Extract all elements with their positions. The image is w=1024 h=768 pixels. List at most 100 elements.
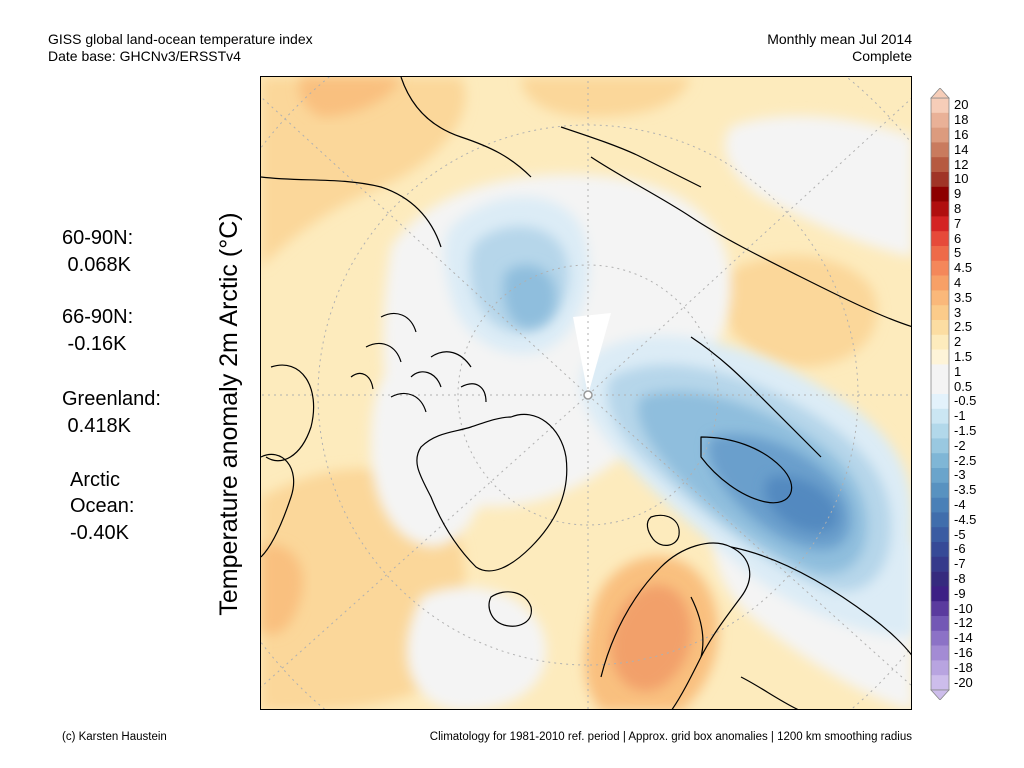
colorbar-tick-label: 14	[954, 141, 969, 157]
method-note: Climatology for 1981-2010 ref. period | …	[429, 731, 912, 743]
colorbar-swatch	[931, 645, 949, 661]
colorbar-swatch	[931, 186, 949, 202]
colorbar-tick-label: -2.5	[954, 452, 977, 468]
colorbar-tick-label: -20	[954, 674, 973, 690]
colorbar-tick-label: 10	[954, 171, 969, 187]
colorbar-swatch	[931, 556, 949, 572]
anomaly-warm-scandinavia-core	[610, 585, 692, 691]
coastline-siberia	[590, 156, 911, 458]
colorbar-swatch	[931, 616, 949, 632]
colorbar-swatch	[931, 216, 949, 232]
colorbar-swatch	[931, 453, 949, 469]
colorbar-swatch	[931, 172, 949, 188]
colorbar-swatch	[931, 260, 949, 276]
anomaly-warm-north-pacific	[521, 77, 691, 117]
coastline-svalbard	[646, 514, 680, 546]
anomaly-warm-hudson	[261, 544, 303, 635]
coastlines	[261, 77, 911, 709]
meridian	[587, 394, 911, 686]
coastline-north-america	[261, 176, 442, 558]
anomaly-warm-northwest	[261, 77, 466, 267]
colorbar-axis-label: Temperature anomaly 2m Arctic (°C)	[215, 212, 243, 616]
coastline-hudson-bay	[265, 364, 315, 462]
colorbar-swatch	[931, 349, 949, 365]
colorbar-swatch	[931, 468, 949, 484]
region-greenland-label: Greenland:	[62, 388, 161, 410]
colorbar-tick-label: -4.5	[954, 511, 977, 527]
colorbar-swatch	[931, 497, 949, 513]
title-line-2: Date base: GHCNv3/ERSSTv4	[48, 48, 241, 64]
coastline-scandinavia	[600, 542, 751, 709]
colorbar-tick-label: 2	[954, 334, 962, 350]
colorbar-swatch	[931, 394, 949, 410]
colorbar-swatch	[931, 423, 949, 439]
colorbar-swatch	[931, 586, 949, 602]
anomaly-neutral-atlantic	[407, 587, 547, 709]
colorbar-swatch	[931, 660, 949, 676]
colorbar-swatch	[931, 98, 949, 114]
colorbar-tick-label: -2	[954, 437, 966, 453]
colorbar-tick-label: -5	[954, 526, 966, 542]
region-greenland-value: 0.418K	[62, 415, 131, 437]
region-66-90n-label: 66-90N:	[62, 306, 134, 328]
colorbar-tick-label: 4.5	[954, 260, 973, 276]
colorbar-swatches	[930, 97, 950, 691]
colorbar-tick-label: -14	[954, 630, 973, 646]
colorbar-swatch	[931, 364, 949, 380]
colorbar-swatch	[931, 438, 949, 454]
colorbar-swatch	[931, 290, 949, 306]
arctic-anomaly-map	[260, 76, 912, 710]
colorbar-swatch	[931, 201, 949, 217]
colorbar-tick-label: -1.5	[954, 423, 977, 438]
colorbar-swatch	[931, 482, 949, 498]
colorbar-swatch	[931, 334, 949, 350]
colorbar-swatch	[931, 527, 949, 543]
colorbar-tick-label: -10	[954, 600, 973, 616]
colorbar-tick-label: 2.5	[954, 319, 973, 335]
colorbar-tick-label: -3.5	[954, 482, 977, 498]
colorbar-tick-label: -9	[954, 585, 966, 601]
colorbar-tick-label: -18	[954, 659, 973, 675]
anomaly-neutral-greenland	[371, 375, 483, 547]
graticule	[261, 77, 911, 709]
colorbar-tick-label: 16	[954, 127, 969, 142]
coastline-alaska-chukotka	[400, 77, 702, 188]
region-60-90n-label: 60-90N:	[62, 227, 134, 249]
pole-wedge	[573, 313, 611, 395]
colorbar-tick-label: -4	[954, 497, 966, 512]
region-arctic-ocean-label-a: Arctic	[70, 469, 120, 491]
title-line-1: GISS global land-ocean temperature index	[48, 31, 313, 47]
colorbar-swatch	[931, 142, 949, 158]
colorbar-swatch	[931, 571, 949, 587]
coastline-europe	[730, 546, 911, 709]
colorbar-swatch	[931, 512, 949, 528]
colorbar-swatch	[931, 275, 949, 291]
colorbar-tick-label: 20	[954, 97, 969, 113]
colorbar-tick-label: 1	[954, 363, 962, 379]
anomaly-warm-northwest-core	[299, 77, 401, 117]
coastline-novaya-zemlya	[700, 436, 793, 504]
colorbar-tick-label: 7	[954, 215, 962, 231]
colorbar-bottom-arrow	[930, 689, 950, 700]
coastline-iceland	[488, 591, 532, 627]
meridian	[261, 394, 589, 688]
colorbar-swatch	[931, 320, 949, 336]
colorbar-tick-label: 5	[954, 245, 962, 261]
colorbar-tick-label: 18	[954, 112, 969, 128]
colorbar-tick-label: 1.5	[954, 349, 973, 364]
meridian	[587, 98, 911, 396]
credit-text: (c) Karsten Haustein	[62, 731, 167, 743]
region-arctic-ocean-label-b: Ocean:	[70, 495, 135, 517]
colorbar	[930, 88, 950, 700]
colorbar-swatch	[931, 231, 949, 247]
colorbar-top-arrow	[930, 88, 950, 99]
map-svg	[261, 77, 911, 709]
anomaly-cool-kara-sea-peak	[765, 476, 839, 533]
colorbar-tick-label: 3.5	[954, 289, 973, 305]
colorbar-swatch	[931, 246, 949, 262]
anomaly-warm-siberia	[719, 255, 878, 367]
colorbar-tick-label: -12	[954, 615, 973, 631]
north-pole-marker	[583, 390, 593, 400]
colorbar-tick-label: -7	[954, 556, 966, 572]
period-line-2: Complete	[852, 48, 912, 64]
